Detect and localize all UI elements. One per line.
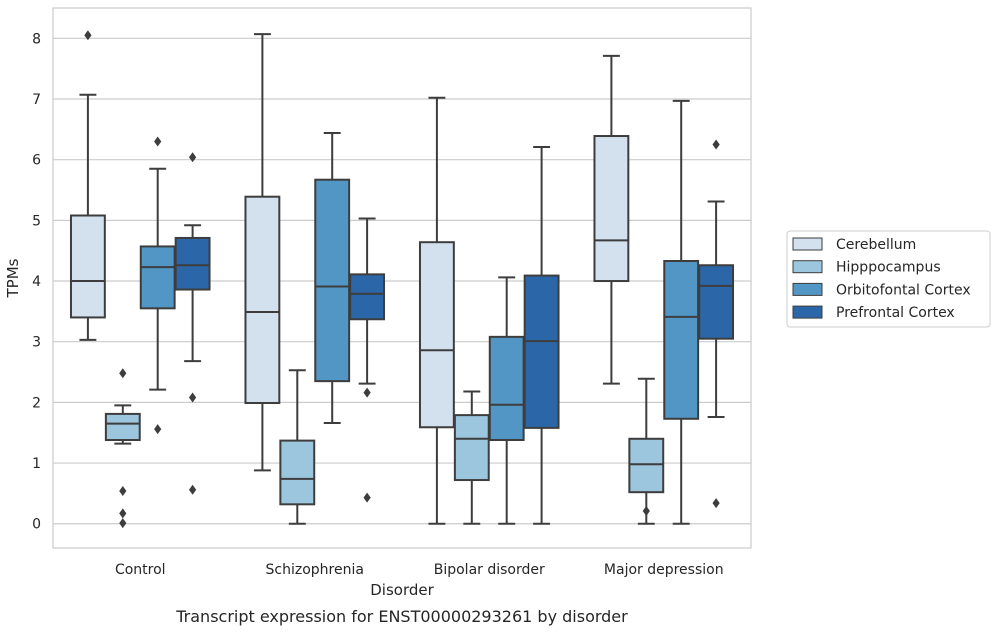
outlier-point-3 xyxy=(119,518,127,529)
y-tick-label-0: 0 xyxy=(32,517,41,533)
outlier-point-0 xyxy=(363,387,371,398)
box-body xyxy=(453,414,490,482)
y-tick-label-8: 8 xyxy=(32,31,41,47)
box-orbitofontal-cortex-2 xyxy=(488,276,525,525)
legend-swatch-2 xyxy=(792,282,823,296)
box-body xyxy=(314,178,351,383)
outlier-point-0 xyxy=(642,505,650,516)
box-orbitofontal-cortex-0 xyxy=(139,136,176,435)
x-tick-label-1: Schizophrenia xyxy=(266,562,364,578)
box-body xyxy=(698,264,735,340)
x-tick-label-3: Major depression xyxy=(604,562,724,578)
box-hipppocampus-1 xyxy=(279,369,316,525)
legend-label-2: Orbitofontal Cortex xyxy=(836,282,971,298)
outlier-point-0 xyxy=(712,139,720,150)
box-hipppocampus-0 xyxy=(104,368,141,529)
outlier-point-2 xyxy=(189,484,197,495)
y-tick-label-3: 3 xyxy=(32,335,41,351)
x-tick-labels: Control Schizophrenia Bipolar disorder Majo… xyxy=(115,562,724,578)
box-body xyxy=(628,437,665,494)
outlier-point-0 xyxy=(189,152,197,163)
boxes xyxy=(69,30,735,529)
box-prefrontal-cortex-1 xyxy=(349,217,386,503)
outlier-point-2 xyxy=(119,508,127,519)
box-hipppocampus-2 xyxy=(453,390,490,525)
y-tick-label-5: 5 xyxy=(32,213,41,229)
y-tick-label-7: 7 xyxy=(32,92,41,108)
legend-label-3: Prefrontal Cortex xyxy=(836,305,955,321)
box-body xyxy=(244,195,281,404)
outlier-point-1 xyxy=(189,392,197,403)
box-cerebellum-3 xyxy=(593,54,630,385)
outlier-point-0 xyxy=(154,136,162,147)
y-tick-label-6: 6 xyxy=(32,153,41,169)
box-body xyxy=(418,241,455,429)
x-tick-label-0: Control xyxy=(115,562,166,578)
x-axis-label: Disorder xyxy=(370,581,434,599)
box-body xyxy=(663,260,700,420)
box-orbitofontal-cortex-3 xyxy=(663,99,700,525)
box-body xyxy=(488,335,525,442)
box-cerebellum-2 xyxy=(418,96,455,525)
legend-swatch-0 xyxy=(792,237,823,251)
outlier-point-0 xyxy=(84,30,92,41)
box-cerebellum-1 xyxy=(244,33,281,472)
legend: Cerebellum Hipppocampus Orbitofontal Corte… xyxy=(786,230,991,328)
box-body xyxy=(139,245,176,310)
y-tick-labels: 0 1 2 3 4 5 6 7 8 xyxy=(32,31,41,532)
legend-label-0: Cerebellum xyxy=(836,237,916,253)
box-body xyxy=(69,214,106,319)
y-tick-label-1: 1 xyxy=(32,456,41,472)
y-tick-label-4: 4 xyxy=(32,274,41,290)
y-axis-label: TPMs xyxy=(4,258,22,298)
box-body xyxy=(349,273,386,321)
y-tick-label-2: 2 xyxy=(32,395,41,411)
box-body xyxy=(523,274,560,429)
outlier-point-1 xyxy=(712,498,720,509)
legend-swatch-1 xyxy=(792,260,823,274)
x-tick-label-2: Bipolar disorder xyxy=(434,562,545,578)
outlier-point-1 xyxy=(119,485,127,496)
outlier-point-1 xyxy=(363,492,371,503)
outlier-point-1 xyxy=(154,424,162,435)
box-cerebellum-0 xyxy=(69,30,106,341)
legend-label-1: Hipppocampus xyxy=(836,260,941,276)
box-prefrontal-cortex-3 xyxy=(698,139,735,509)
legend-frame xyxy=(786,230,991,328)
legend-swatch-3 xyxy=(792,305,823,319)
box-body xyxy=(174,236,211,291)
box-hipppocampus-3 xyxy=(628,377,665,525)
box-orbitofontal-cortex-1 xyxy=(314,131,351,425)
gridlines xyxy=(53,37,751,525)
box-body xyxy=(279,439,316,506)
outlier-point-0 xyxy=(119,368,127,379)
box-prefrontal-cortex-0 xyxy=(174,152,211,495)
chart-caption: Transcript expression for ENST0000029326… xyxy=(175,607,628,626)
box-body xyxy=(104,412,141,442)
box-body xyxy=(593,135,630,283)
box-prefrontal-cortex-2 xyxy=(523,145,560,525)
